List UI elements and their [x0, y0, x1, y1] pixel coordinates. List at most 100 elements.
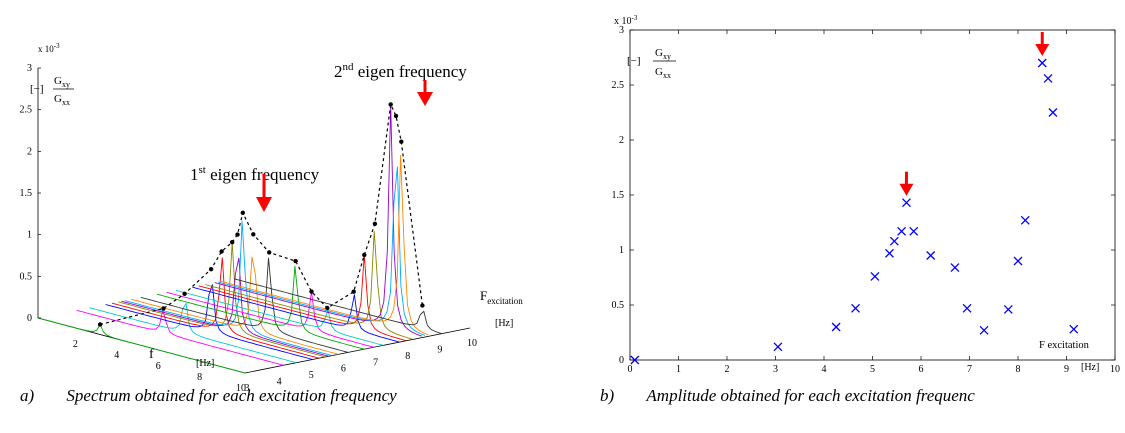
envelope-line: [99, 102, 423, 326]
spectrum-curve: [198, 254, 406, 342]
f-axis-unit: [Hz]: [196, 358, 214, 369]
scatter-point: [909, 226, 919, 236]
envelope-point: [388, 102, 393, 107]
spectrum-curve: [233, 278, 442, 334]
fexc-tick-label: 3: [245, 383, 250, 394]
spectrum-curve: [214, 104, 422, 337]
caption-a-letter: a): [20, 386, 35, 405]
envelope-point: [240, 210, 245, 215]
spectrum-curve: [204, 231, 413, 340]
envelope-point: [219, 249, 224, 254]
z-tick-label: 2.5: [20, 105, 33, 116]
fexc-axis-line: [244, 327, 471, 374]
spectrum-curve: [221, 154, 429, 336]
f-tick-label: 10: [236, 383, 246, 394]
scatter-point: [1037, 58, 1047, 68]
scatter-points: [630, 58, 1079, 365]
spectrum-curve: [89, 302, 297, 364]
f-tick-label: 4: [114, 350, 119, 361]
envelope-point: [208, 267, 214, 272]
scatter-point: [1043, 73, 1053, 83]
scatter-point: [851, 303, 860, 313]
envelope-point: [182, 291, 187, 296]
envelope-point: [362, 252, 367, 258]
scatter-point: [870, 271, 880, 281]
x-tick-label: 10: [1110, 364, 1120, 375]
spectrum-curve: [192, 286, 400, 343]
caption-b-letter: b): [600, 386, 615, 405]
scatter-point: [901, 198, 911, 208]
envelope-point: [251, 232, 256, 237]
y-tick-label: 2.5: [612, 80, 625, 91]
y-ratio-den: Gxx: [655, 66, 671, 80]
envelope-point: [351, 289, 356, 294]
fexc-tick-label: 9: [437, 344, 442, 355]
z-ratio-num: Gxy: [54, 75, 70, 89]
envelope-point: [293, 258, 298, 264]
x-tick-label: 8: [1016, 364, 1021, 375]
z-ratio-den: Gxx: [54, 93, 70, 107]
second-eigen-arrowhead: [417, 92, 433, 106]
scatter-point: [1003, 304, 1013, 314]
x-tick-label: 0: [628, 364, 633, 375]
scatter-point: [1069, 324, 1079, 334]
y-ratio-num: Gxy: [655, 47, 671, 61]
spectrum-curve: [166, 291, 374, 348]
y-exponent: x 10-3: [614, 14, 638, 27]
scatter-arrows: [899, 32, 1050, 196]
scatter-point: [897, 226, 907, 236]
scatter-point: [885, 248, 894, 258]
envelope-point: [267, 250, 272, 255]
scatter-point: [1020, 215, 1030, 225]
z-tick-label: 1.5: [20, 188, 33, 199]
scatter-chart: 0 1 2 3 4 5 6 7 8 9 10 0 0.5 1 1.5 2 2.5 3 x 10-3 [−] Gxy…: [612, 14, 1121, 375]
y-tick-label: 1: [619, 245, 624, 256]
x-tick-label: 4: [822, 364, 827, 375]
y-tick-label: 1.5: [612, 190, 625, 201]
envelope-point: [97, 322, 103, 327]
peak-arrow: [1035, 32, 1050, 56]
scatter-point: [831, 322, 841, 332]
caption-b-text: Amplitude obtained for each excitation f…: [646, 386, 975, 405]
f-tick-label: 6: [156, 361, 161, 372]
x-tick-label: 3: [773, 364, 778, 375]
first-eigen-label: 1st eigen frequency: [190, 164, 320, 184]
spectrum-curve: [176, 289, 384, 346]
peak-arrow: [899, 171, 914, 196]
fexc-tick-label: 7: [373, 357, 378, 368]
spectrum-curve: [111, 257, 320, 359]
scatter-point: [962, 303, 972, 313]
caption-a: a) Spectrum obtained for each excitation…: [20, 386, 397, 406]
envelope-point: [372, 221, 378, 226]
x-tick-label: 2: [725, 364, 730, 375]
spectrum-curve: [140, 257, 349, 353]
x-tick-label: 7: [967, 364, 972, 375]
x-tick-label: 5: [870, 364, 875, 375]
x-tick-label: 1: [676, 364, 681, 375]
spectrum-curve: [217, 166, 426, 336]
scatter-point: [950, 263, 960, 273]
spectrum-curve: [37, 317, 246, 374]
f-tick-label: 2: [73, 339, 78, 350]
spectrum-curve: [156, 265, 365, 350]
envelope-point: [230, 240, 235, 245]
envelope-point: [393, 113, 399, 119]
scatter-point: [1048, 108, 1058, 117]
envelope-point: [235, 232, 240, 237]
y-unit: [−]: [627, 55, 641, 67]
x-tick-label: 6: [919, 364, 924, 375]
z-tick-label: 2: [27, 146, 32, 157]
scatter-point: [630, 355, 640, 365]
y-tick-label: 0.5: [612, 300, 625, 311]
fexc-tick-label: 5: [309, 370, 314, 381]
scatter-ticks: 0 1 2 3 4 5 6 7 8 9 10 0 0.5 1 1.5 2 2.5 3: [612, 25, 1121, 375]
fexc-axis-label: Fexcitation: [480, 288, 523, 306]
y-tick-label: 0: [619, 355, 624, 366]
envelope-point: [399, 139, 404, 144]
z-tick-label: 1: [27, 230, 32, 241]
waterfall-envelope: [97, 102, 425, 327]
first-eigen-arrowhead: [256, 197, 272, 212]
fexc-tick-label: 4: [277, 377, 282, 388]
fexc-tick-label: 6: [341, 364, 346, 375]
